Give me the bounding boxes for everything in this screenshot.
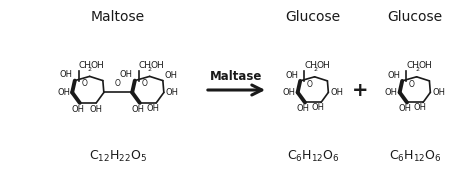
- Text: OH: OH: [399, 105, 411, 114]
- Text: 2: 2: [88, 67, 92, 72]
- Text: CH: CH: [139, 61, 152, 70]
- Text: 2: 2: [313, 67, 317, 72]
- Text: Glucose: Glucose: [285, 10, 340, 24]
- Text: OH: OH: [146, 104, 159, 113]
- Text: O: O: [141, 80, 147, 89]
- Text: O: O: [409, 80, 414, 89]
- Text: OH: OH: [432, 88, 446, 97]
- Text: OH: OH: [165, 71, 178, 80]
- Text: Maltase: Maltase: [210, 70, 263, 83]
- Text: CH: CH: [304, 61, 317, 70]
- Text: OH: OH: [297, 105, 310, 114]
- Text: Maltose: Maltose: [91, 10, 145, 24]
- Text: OH: OH: [151, 61, 164, 70]
- Text: OH: OH: [57, 88, 70, 97]
- Text: +: +: [352, 80, 368, 99]
- Text: Glucose: Glucose: [387, 10, 443, 24]
- Text: OH: OH: [384, 88, 398, 97]
- Text: OH: OH: [90, 105, 102, 114]
- Text: OH: OH: [131, 105, 144, 114]
- Text: O: O: [115, 80, 121, 89]
- Text: 2: 2: [415, 67, 419, 72]
- Text: OH: OH: [283, 88, 296, 97]
- Text: OH: OH: [120, 70, 133, 79]
- Text: OH: OH: [71, 105, 84, 114]
- Text: OH: OH: [311, 103, 325, 112]
- Text: OH: OH: [285, 71, 298, 80]
- Text: OH: OH: [166, 88, 179, 97]
- Text: O: O: [307, 80, 312, 89]
- Text: C$_{6}$H$_{12}$O$_{6}$: C$_{6}$H$_{12}$O$_{6}$: [287, 149, 339, 164]
- Text: OH: OH: [316, 61, 330, 70]
- Text: O: O: [81, 80, 87, 89]
- Text: OH: OH: [60, 70, 73, 79]
- Text: OH: OH: [418, 61, 432, 70]
- Text: CH: CH: [406, 61, 419, 70]
- Text: OH: OH: [91, 61, 105, 70]
- Text: CH: CH: [79, 61, 92, 70]
- Text: OH: OH: [330, 88, 343, 97]
- Text: OH: OH: [387, 71, 400, 80]
- Text: C$_{12}$H$_{22}$O$_{5}$: C$_{12}$H$_{22}$O$_{5}$: [89, 149, 147, 164]
- Text: OH: OH: [413, 103, 427, 112]
- Text: 2: 2: [148, 67, 152, 72]
- Text: C$_{6}$H$_{12}$O$_{6}$: C$_{6}$H$_{12}$O$_{6}$: [389, 149, 441, 164]
